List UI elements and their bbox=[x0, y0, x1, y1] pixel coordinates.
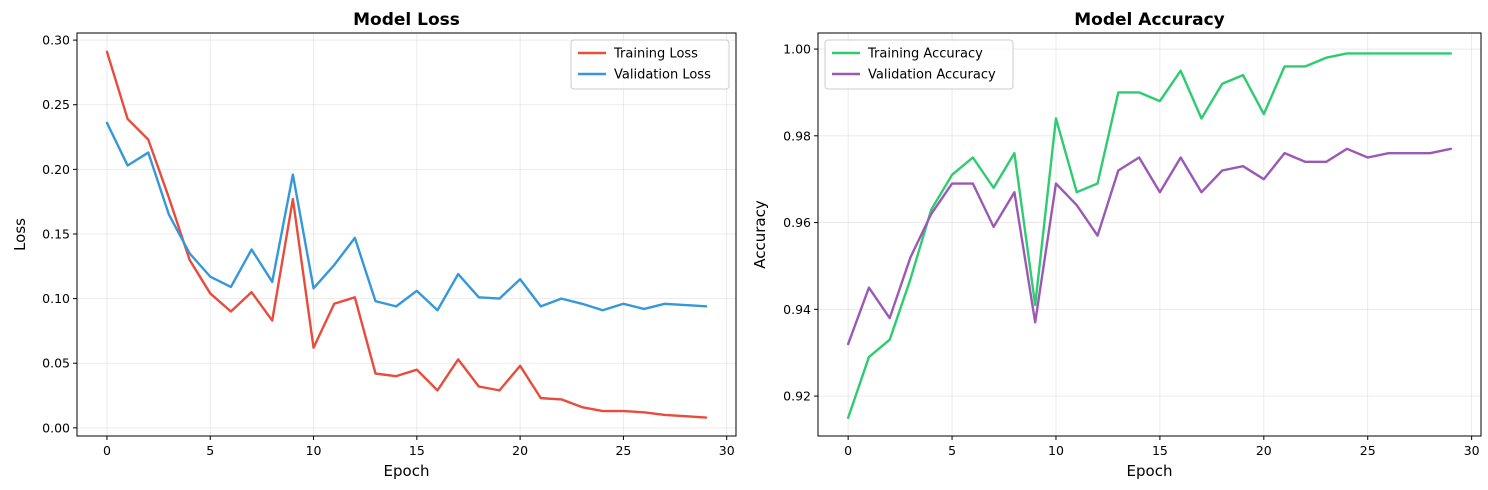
y-tick-label: 0.20 bbox=[42, 162, 70, 177]
y-tick-label: 0.96 bbox=[783, 215, 811, 230]
y-tick-label: 0.94 bbox=[783, 302, 811, 317]
y-tick-label: 1.00 bbox=[783, 42, 811, 57]
y-tick-label: 0.92 bbox=[783, 389, 811, 404]
accuracy-chart: 0 5 10 15 20 25 30 0.92 0.94 0.96 0.98 1.00 Model Ac… bbox=[751, 10, 1482, 480]
legend-label-1: Training Loss bbox=[613, 47, 698, 62]
series-line-2 bbox=[105, 121, 708, 312]
y-tick-label: 0.10 bbox=[42, 291, 70, 306]
x-tick-label: 15 bbox=[1152, 443, 1168, 458]
legend-box bbox=[570, 39, 730, 90]
x-tick-label: 5 bbox=[948, 443, 956, 458]
x-tick-label: 30 bbox=[719, 443, 735, 458]
x-tick-label: 0 bbox=[844, 443, 852, 458]
y-axis-label: Loss bbox=[11, 218, 29, 251]
x-tick-label: 20 bbox=[512, 443, 528, 458]
y-tick-label: 0.00 bbox=[42, 420, 70, 435]
legend-label-2: Validation Loss bbox=[614, 68, 711, 83]
legend: Training Loss Validation Loss bbox=[570, 39, 730, 90]
series-line-1 bbox=[846, 52, 1453, 419]
x-tick-label: 15 bbox=[409, 443, 425, 458]
x-tick-label: 20 bbox=[1256, 443, 1272, 458]
y-tick-label: 0.25 bbox=[42, 97, 70, 112]
legend-box bbox=[824, 39, 1014, 90]
x-axis-label: Epoch bbox=[384, 462, 430, 480]
plot-frame bbox=[76, 32, 737, 437]
x-tick-label: 25 bbox=[1360, 443, 1376, 458]
legend-label-2: Validation Accuracy bbox=[868, 68, 996, 83]
legend-label-1: Training Accuracy bbox=[867, 47, 983, 62]
chart-title: Model Loss bbox=[353, 10, 460, 30]
x-tick-label: 30 bbox=[1464, 443, 1480, 458]
series-line-1 bbox=[105, 50, 708, 419]
y-tick-label: 0.15 bbox=[42, 226, 70, 241]
legend: Training Accuracy Validation Accuracy bbox=[824, 39, 1014, 90]
loss-chart: 0 5 10 15 20 25 30 0.00 0.05 0.10 0.15 0.20 0.25 0.30… bbox=[11, 10, 737, 480]
x-tick-label: 25 bbox=[615, 443, 631, 458]
series-line-2 bbox=[846, 147, 1453, 346]
x-tick-label: 10 bbox=[306, 443, 322, 458]
y-tick-label: 0.98 bbox=[783, 128, 811, 143]
y-tick-label: 0.05 bbox=[42, 356, 70, 371]
x-tick-label: 10 bbox=[1048, 443, 1064, 458]
chart-title: Model Accuracy bbox=[1074, 10, 1224, 30]
y-tick-label: 0.30 bbox=[42, 33, 70, 48]
x-tick-label: 0 bbox=[103, 443, 111, 458]
plot-frame bbox=[817, 32, 1482, 437]
x-axis-label: Epoch bbox=[1127, 462, 1173, 480]
x-tick-label: 5 bbox=[206, 443, 214, 458]
y-axis-label: Accuracy bbox=[751, 200, 769, 269]
